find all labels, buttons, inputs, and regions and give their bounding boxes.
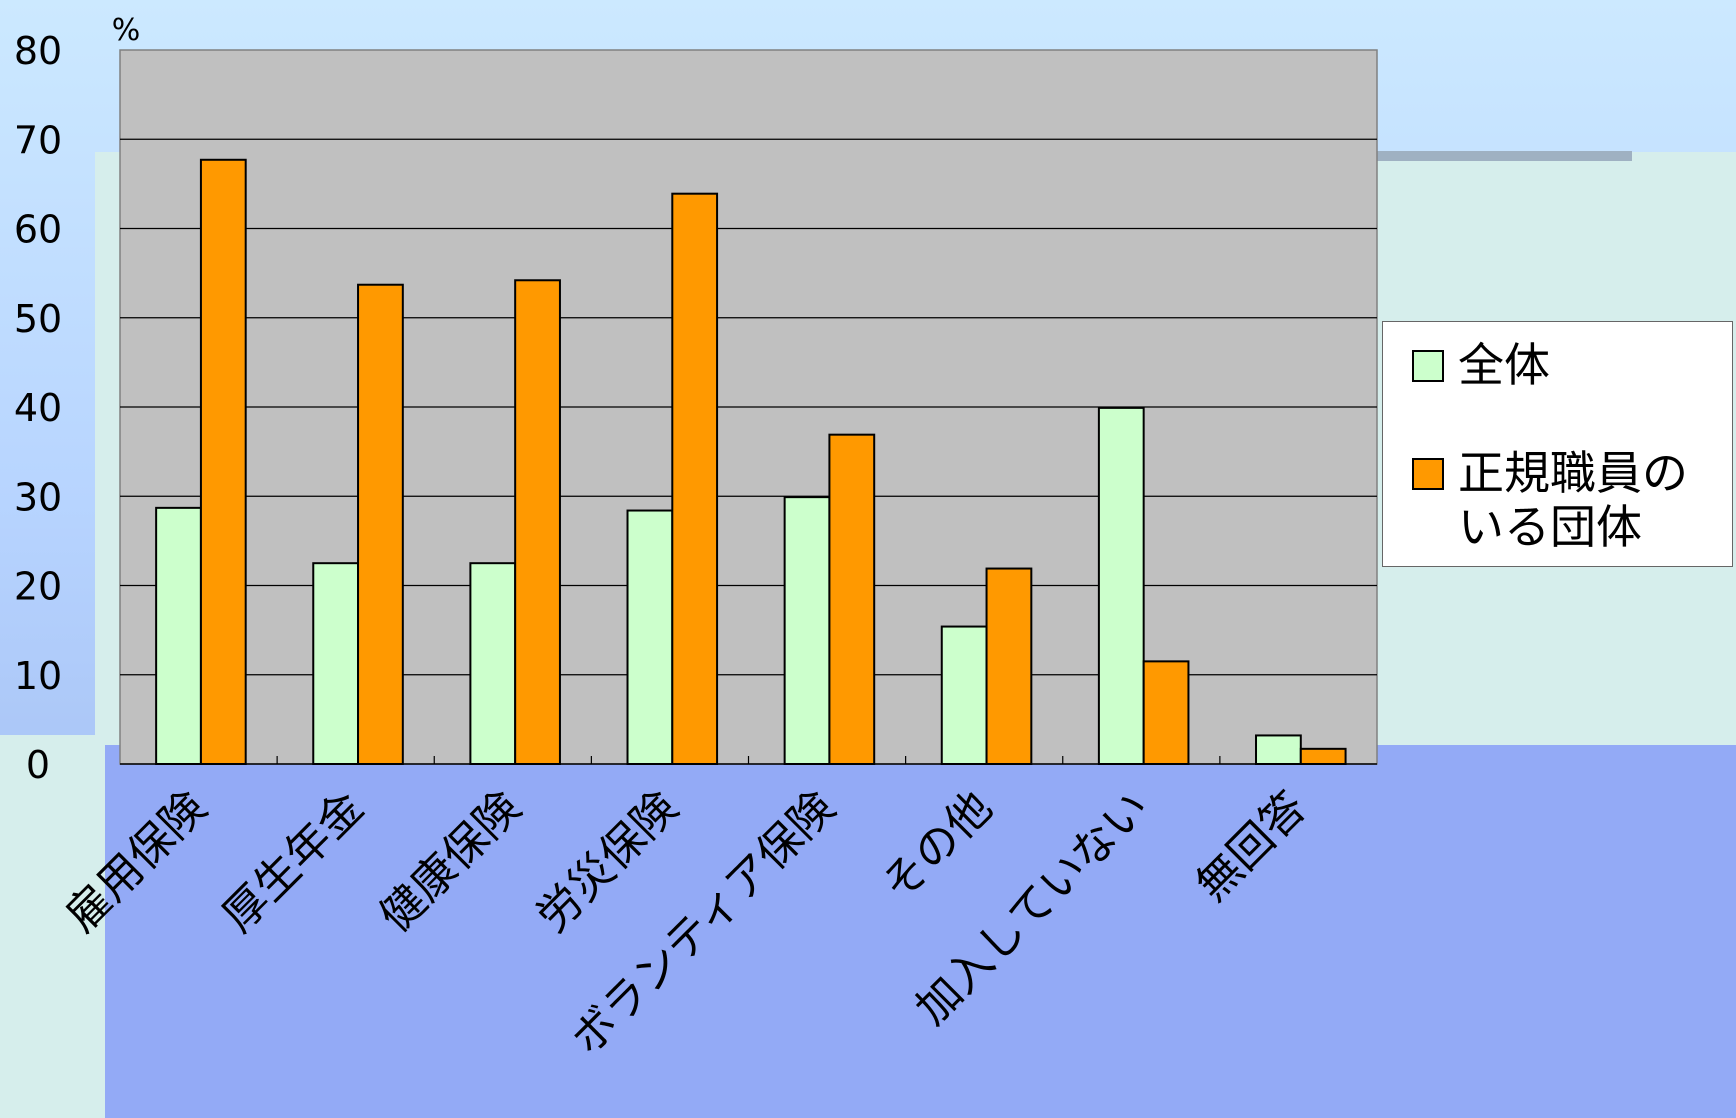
bar	[1142, 660, 1190, 765]
background-lower-band	[105, 745, 1736, 1118]
decorative-strip	[1376, 151, 1632, 161]
y-tick-label: 50	[14, 297, 62, 341]
y-tick-label: 30	[14, 475, 62, 519]
bar	[514, 279, 561, 765]
bar	[1255, 734, 1302, 766]
legend-label-overall: 全体	[1458, 338, 1550, 392]
bar	[985, 567, 1033, 765]
bar	[312, 562, 360, 765]
y-tick-label: 40	[14, 386, 62, 430]
bar	[199, 158, 247, 765]
y-tick-label: 60	[14, 208, 62, 252]
legend-item-overall: 全体	[1412, 338, 1708, 392]
background-panel-left	[0, 735, 105, 1118]
bar	[828, 433, 876, 765]
y-tick-label: 70	[14, 118, 62, 162]
x-tick-label: 健康保険	[370, 782, 531, 943]
y-tick-label: 80	[14, 29, 62, 73]
bar	[155, 506, 202, 765]
y-axis-tick-labels: 0 10 20 30 40 50 60 70 80	[14, 29, 62, 787]
legend-swatch-overall	[1412, 350, 1444, 382]
legend: 全体 正規職員のいる団体	[1382, 321, 1733, 567]
x-tick-label: ボランティア保険	[562, 782, 845, 1065]
x-tick-label: 無回答	[1187, 782, 1316, 911]
bar	[626, 509, 674, 765]
bar	[1299, 747, 1347, 766]
bar	[357, 283, 404, 765]
bar	[469, 562, 517, 765]
x-tick-label: 労災保険	[527, 782, 688, 943]
bar	[940, 625, 988, 765]
y-tick-label: 20	[14, 565, 62, 609]
bar	[1097, 406, 1145, 765]
x-tick-label: 雇用保険	[56, 782, 217, 943]
bars	[155, 158, 1347, 766]
legend-item-regular-staff: 正規職員のいる団体	[1412, 446, 1708, 554]
x-tick-label: 厚生年金	[213, 782, 374, 943]
legend-swatch-regular-staff	[1412, 458, 1444, 490]
bar	[671, 192, 719, 765]
y-axis-unit-label: %	[112, 13, 141, 48]
legend-label-regular-staff: 正規職員のいる団体	[1458, 446, 1688, 554]
x-tick-label: その他	[873, 782, 1002, 911]
y-tick-label: 0	[26, 743, 50, 787]
y-tick-label: 10	[14, 654, 62, 698]
bar	[783, 496, 831, 765]
